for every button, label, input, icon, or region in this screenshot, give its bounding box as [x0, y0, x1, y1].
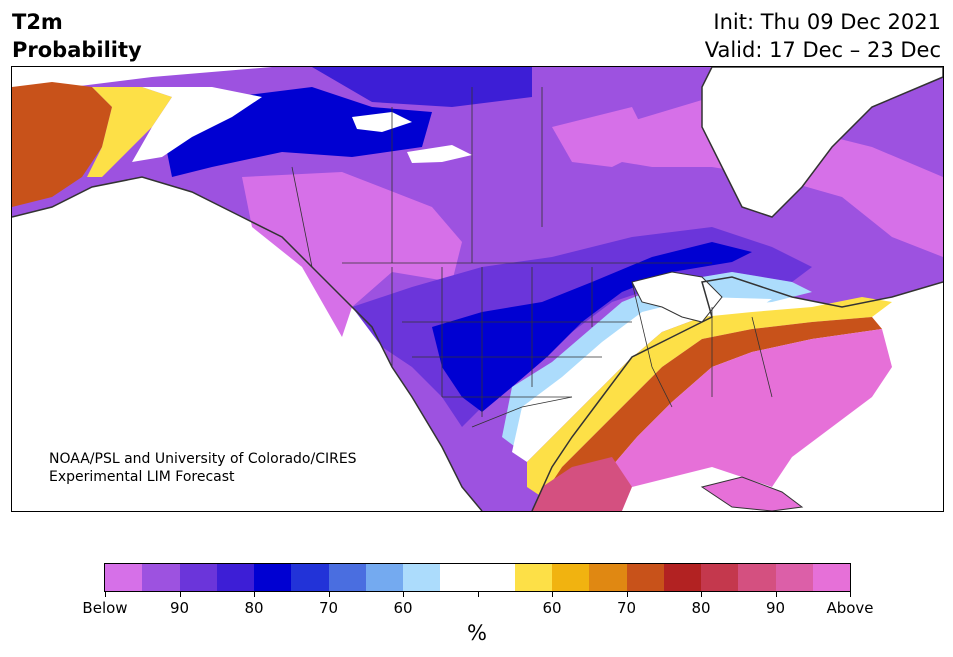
colorbar-segment: [328, 564, 366, 591]
colorbar-segment: [142, 564, 180, 591]
colorbar-tick: [775, 591, 777, 597]
colorbar: [104, 563, 851, 592]
colorbar-tick: [105, 591, 106, 597]
valid-date: Valid: 17 Dec – 23 Dec: [704, 38, 941, 62]
colorbar-tick-label: 80: [244, 599, 264, 617]
greenland: [701, 67, 943, 218]
below-zone-east: [592, 97, 943, 257]
date-info: Init: Thu 09 Dec 2021 Valid: 17 Dec – 23…: [705, 8, 941, 64]
alaska-warm-yellow: [87, 87, 172, 177]
credit-text: NOAA/PSL and University of Colorado/CIRE…: [49, 450, 357, 486]
colorbar-tick-label: Above: [826, 599, 874, 617]
probability-map: [12, 67, 943, 511]
init-date: Init: Thu 09 Dec 2021: [713, 10, 941, 34]
warm-region-above: [587, 329, 892, 511]
colorbar-segment: [552, 564, 590, 591]
cold-band-90: [432, 242, 752, 412]
colorbar-tick: [626, 591, 628, 597]
colorbar-tick-label: 80: [691, 599, 711, 617]
colorbar-segment: [626, 564, 664, 591]
colorbar-tick: [328, 591, 330, 597]
cuba: [700, 476, 804, 511]
chart-title: T2m Probability: [12, 8, 142, 64]
colorbar-segment: [365, 564, 403, 591]
neutral-band-white: [512, 297, 772, 462]
colorbar-tick: [850, 591, 851, 597]
arctic-cold: [312, 67, 532, 107]
colorbar-tick: [254, 591, 255, 597]
colorbar-tick: [477, 591, 479, 597]
title-line-2: Probability: [12, 38, 142, 62]
colorbar-segment: [812, 564, 850, 591]
warm-band-60: [527, 297, 892, 497]
colorbar-segment: [179, 564, 217, 591]
colorbar-segment: [589, 564, 627, 591]
colorbar-tick-label: Below: [82, 599, 128, 617]
colorbar-segment: [775, 564, 813, 591]
coastline: [12, 176, 943, 511]
colorbar-segment: [403, 564, 441, 591]
colorbar-segment: [291, 564, 329, 591]
alaska-warm-white: [132, 87, 262, 162]
colorbar-tick-label: 70: [318, 599, 339, 617]
title-line-1: T2m: [12, 10, 63, 34]
great-bear-lake: [352, 112, 412, 132]
colorbar-segment: [477, 564, 515, 591]
colorbar-segment: [514, 564, 552, 591]
colorbar-tick-label: 90: [765, 599, 786, 617]
warm-region-90: [532, 457, 632, 511]
colorbar-tick-label: 60: [542, 599, 562, 617]
below-zone-bay: [552, 107, 652, 167]
colorbar-tick-label: 60: [393, 599, 413, 617]
colorbar-segment: [440, 564, 478, 591]
colorbar-segment: [216, 564, 254, 591]
colorbar-segment: [663, 564, 701, 591]
colorbar-unit: %: [467, 621, 487, 645]
colorbar-segment: [738, 564, 776, 591]
colorbar-tick-label: 70: [616, 599, 637, 617]
alaska-warm: [12, 82, 112, 207]
great-slave-lake: [407, 145, 472, 163]
colorbar-segment: [105, 564, 143, 591]
political-boundaries: [291, 87, 773, 428]
credit-line-1: NOAA/PSL and University of Colorado/CIRE…: [49, 451, 357, 467]
credit-line-2: Experimental LIM Forecast: [49, 469, 235, 485]
colorbar-tick: [403, 591, 404, 597]
colorbar-tick: [179, 591, 181, 597]
colorbar-segment: [701, 564, 739, 591]
below-zone-west: [242, 172, 462, 337]
colorbar-tick-label: 90: [169, 599, 190, 617]
colorbar-tick: [701, 591, 702, 597]
colorbar-segment: [254, 564, 292, 591]
map-panel: [11, 66, 944, 512]
colorbar-tick: [552, 591, 553, 597]
